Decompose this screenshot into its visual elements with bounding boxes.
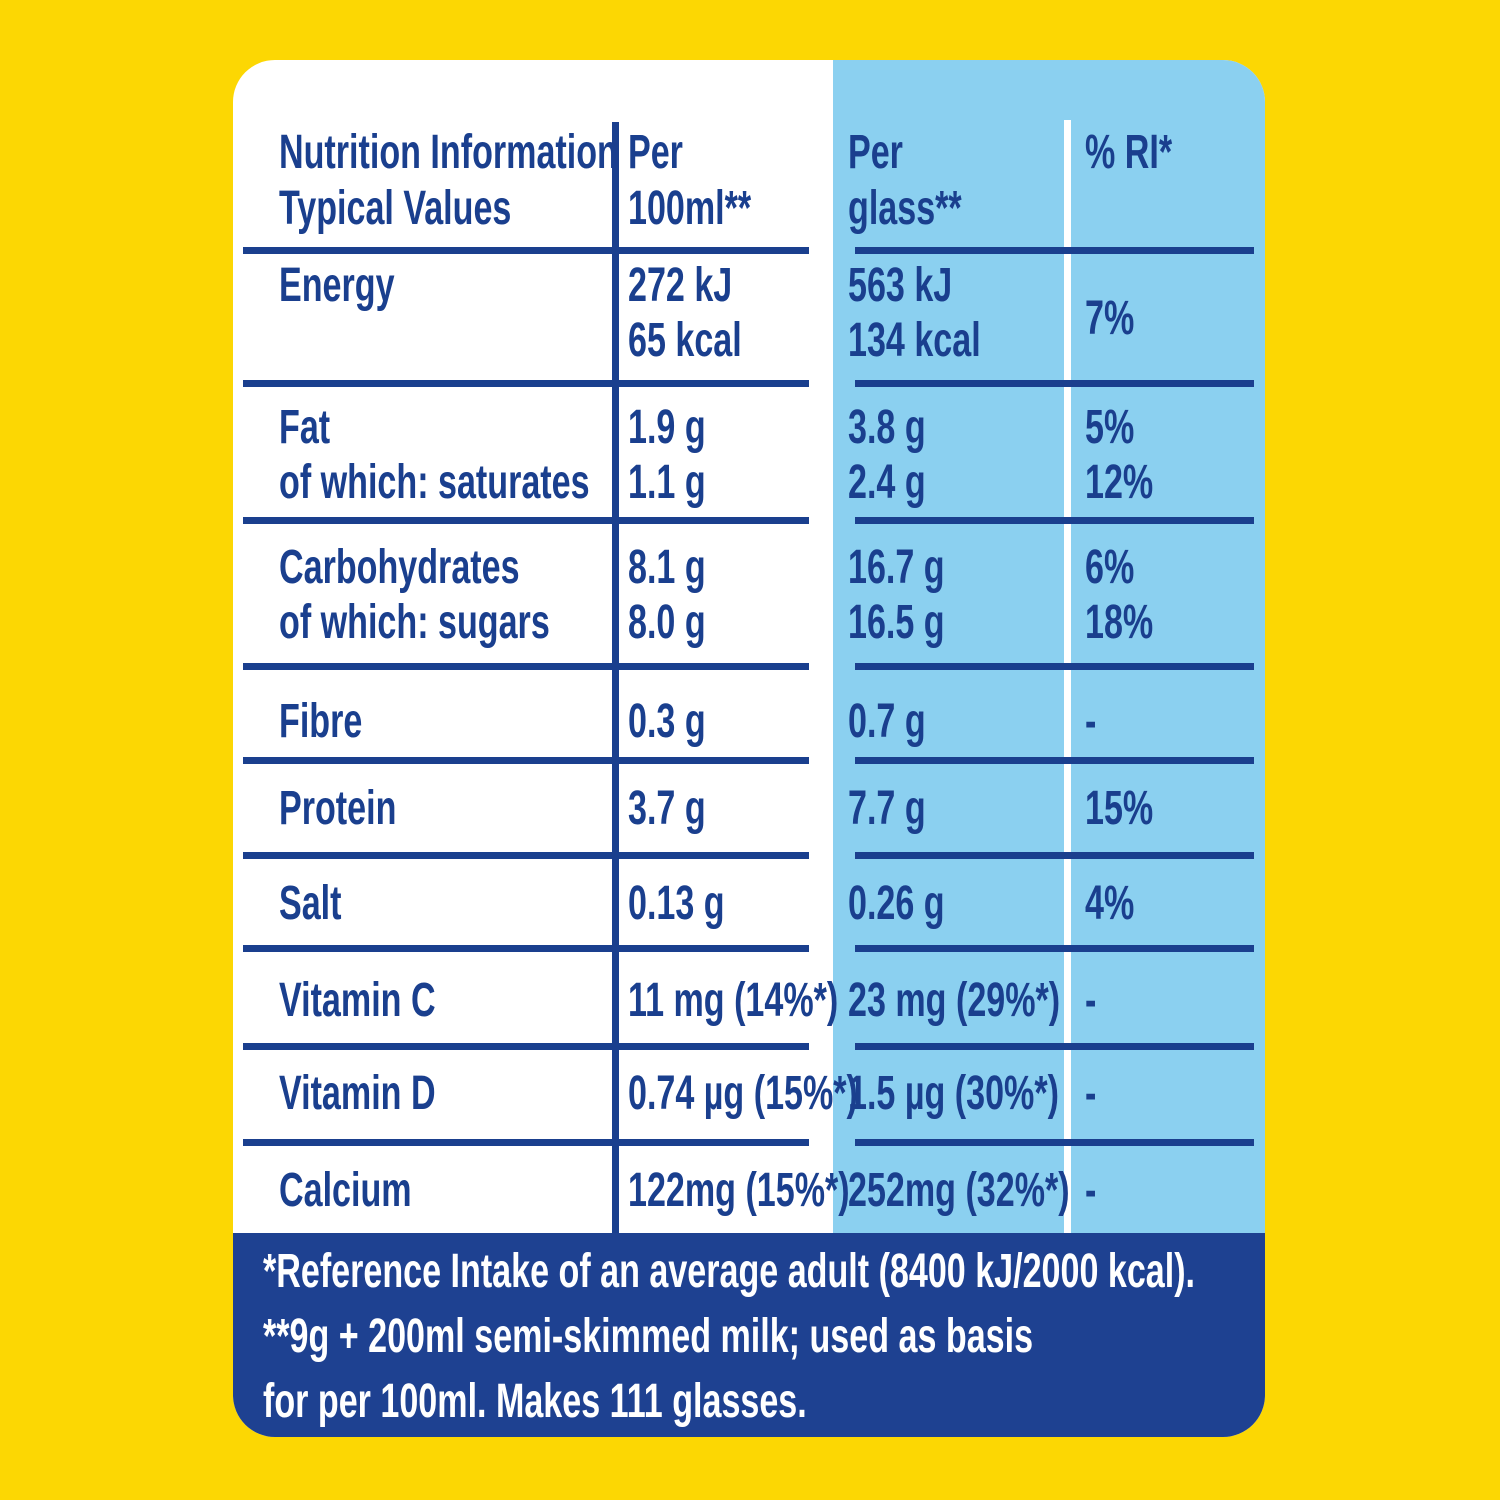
- nutrient-name: Fat: [279, 401, 331, 454]
- value-per-100ml: 122mg (15%*): [628, 1164, 850, 1217]
- row-divider-line-left: [243, 1139, 809, 1146]
- value-percent-ri: 12%: [1085, 456, 1154, 509]
- value-percent-ri: 5%: [1085, 401, 1135, 454]
- value-per-100ml: 8.0 g: [628, 596, 706, 649]
- value-per-glass: 252mg (32%*): [848, 1164, 1070, 1217]
- value-percent-ri: 15%: [1085, 782, 1154, 835]
- row-divider-line-right: [855, 1139, 1254, 1146]
- row-divider-line-left: [243, 380, 809, 387]
- nutrient-subname: of which: sugars: [279, 596, 550, 649]
- value-per-glass: 7.7 g: [848, 782, 926, 835]
- value-per-glass: 16.5 g: [848, 596, 945, 649]
- value-per-100ml: 11 mg (14%*): [628, 974, 839, 1027]
- value-per-glass: 2.4 g: [848, 456, 926, 509]
- value-per-glass: 0.7 g: [848, 695, 926, 748]
- row-divider-line-right: [855, 380, 1254, 387]
- per-glass-highlight-panel: [833, 60, 1265, 1233]
- row-divider-line-left: [243, 663, 809, 670]
- row-divider-line-right: [855, 945, 1254, 952]
- footnotes: *Reference Intake of an average adult (8…: [263, 1239, 1265, 1434]
- value-per-100ml: 1.1 g: [628, 456, 706, 509]
- row-divider-line-left: [243, 247, 809, 254]
- value-per-100ml: 0.13 g: [628, 877, 725, 930]
- header-title-line2: Typical Values: [279, 182, 512, 235]
- nutrient-name: Energy: [279, 259, 395, 312]
- nutrient-name: Salt: [279, 877, 342, 930]
- value-per-glass: 563 kJ: [848, 259, 953, 312]
- row-divider-line-right: [855, 517, 1254, 524]
- row-divider-line-left: [243, 517, 809, 524]
- row-divider-line-right: [855, 663, 1254, 670]
- nutrient-name: Vitamin D: [279, 1067, 436, 1120]
- value-per-glass: 16.7 g: [848, 541, 945, 594]
- nutrient-name: Vitamin C: [279, 974, 436, 1027]
- row-divider-line-right: [855, 757, 1254, 764]
- header-per-100ml: Per 100ml**: [628, 126, 752, 235]
- row-divider-line-left: [243, 757, 809, 764]
- value-per-100ml: 0.3 g: [628, 695, 706, 748]
- header-title-line1: Nutrition Information: [279, 126, 618, 179]
- header-per-glass: Per glass**: [848, 126, 962, 235]
- value-percent-ri: -: [1085, 1067, 1097, 1120]
- nutrition-facts-panel: Nutrition Information Typical Values Per…: [233, 60, 1265, 1437]
- value-percent-ri: 7%: [1085, 292, 1135, 345]
- value-percent-ri: 6%: [1085, 541, 1135, 594]
- nutrient-name: Carbohydrates: [279, 541, 520, 594]
- nutrient-name: Calcium: [279, 1164, 412, 1217]
- header-typical-values: Nutrition Information Typical Values: [279, 125, 618, 237]
- value-per-100ml: 8.1 g: [628, 541, 706, 594]
- footnote-line-1: *Reference Intake of an average adult (8…: [263, 1245, 1196, 1298]
- value-per-glass: 0.26 g: [848, 877, 945, 930]
- nutrient-name: Fibre: [279, 695, 363, 748]
- value-per-100ml: 272 kJ: [628, 259, 733, 312]
- value-percent-ri: -: [1085, 1164, 1097, 1217]
- footnotes-panel: *Reference Intake of an average adult (8…: [233, 1233, 1265, 1437]
- footnote-line-3: for per 100ml. Makes 111 glasses.: [263, 1375, 807, 1428]
- nutrient-subname: of which: saturates: [279, 456, 590, 509]
- value-per-100ml: 65 kcal: [628, 314, 742, 367]
- row-divider-line-right: [855, 247, 1254, 254]
- value-per-100ml: 3.7 g: [628, 782, 706, 835]
- footnote-line-2: **9g + 200ml semi-skimmed milk; used as …: [263, 1310, 1034, 1363]
- value-percent-ri: -: [1085, 695, 1097, 748]
- row-divider-line-left: [243, 852, 809, 859]
- value-percent-ri: 4%: [1085, 877, 1135, 930]
- value-per-100ml: 1.9 g: [628, 401, 706, 454]
- value-per-glass: 1.5 µg (30%*): [848, 1067, 1059, 1120]
- nutrient-name: Protein: [279, 782, 397, 835]
- value-percent-ri: 18%: [1085, 596, 1154, 649]
- ri-column-divider-line: [1064, 120, 1071, 1233]
- value-per-100ml: 0.74 µg (15%*): [628, 1067, 858, 1120]
- header-percent-ri: % RI*: [1085, 126, 1173, 179]
- row-divider-line-right: [855, 852, 1254, 859]
- row-divider-line-left: [243, 945, 809, 952]
- value-per-glass: 3.8 g: [848, 401, 926, 454]
- value-percent-ri: -: [1085, 974, 1097, 1027]
- row-divider-line-right: [855, 1043, 1254, 1050]
- column-divider-line: [612, 122, 619, 1233]
- value-per-glass: 23 mg (29%*): [848, 974, 1061, 1027]
- row-divider-line-left: [243, 1043, 809, 1050]
- value-per-glass: 134 kcal: [848, 314, 981, 367]
